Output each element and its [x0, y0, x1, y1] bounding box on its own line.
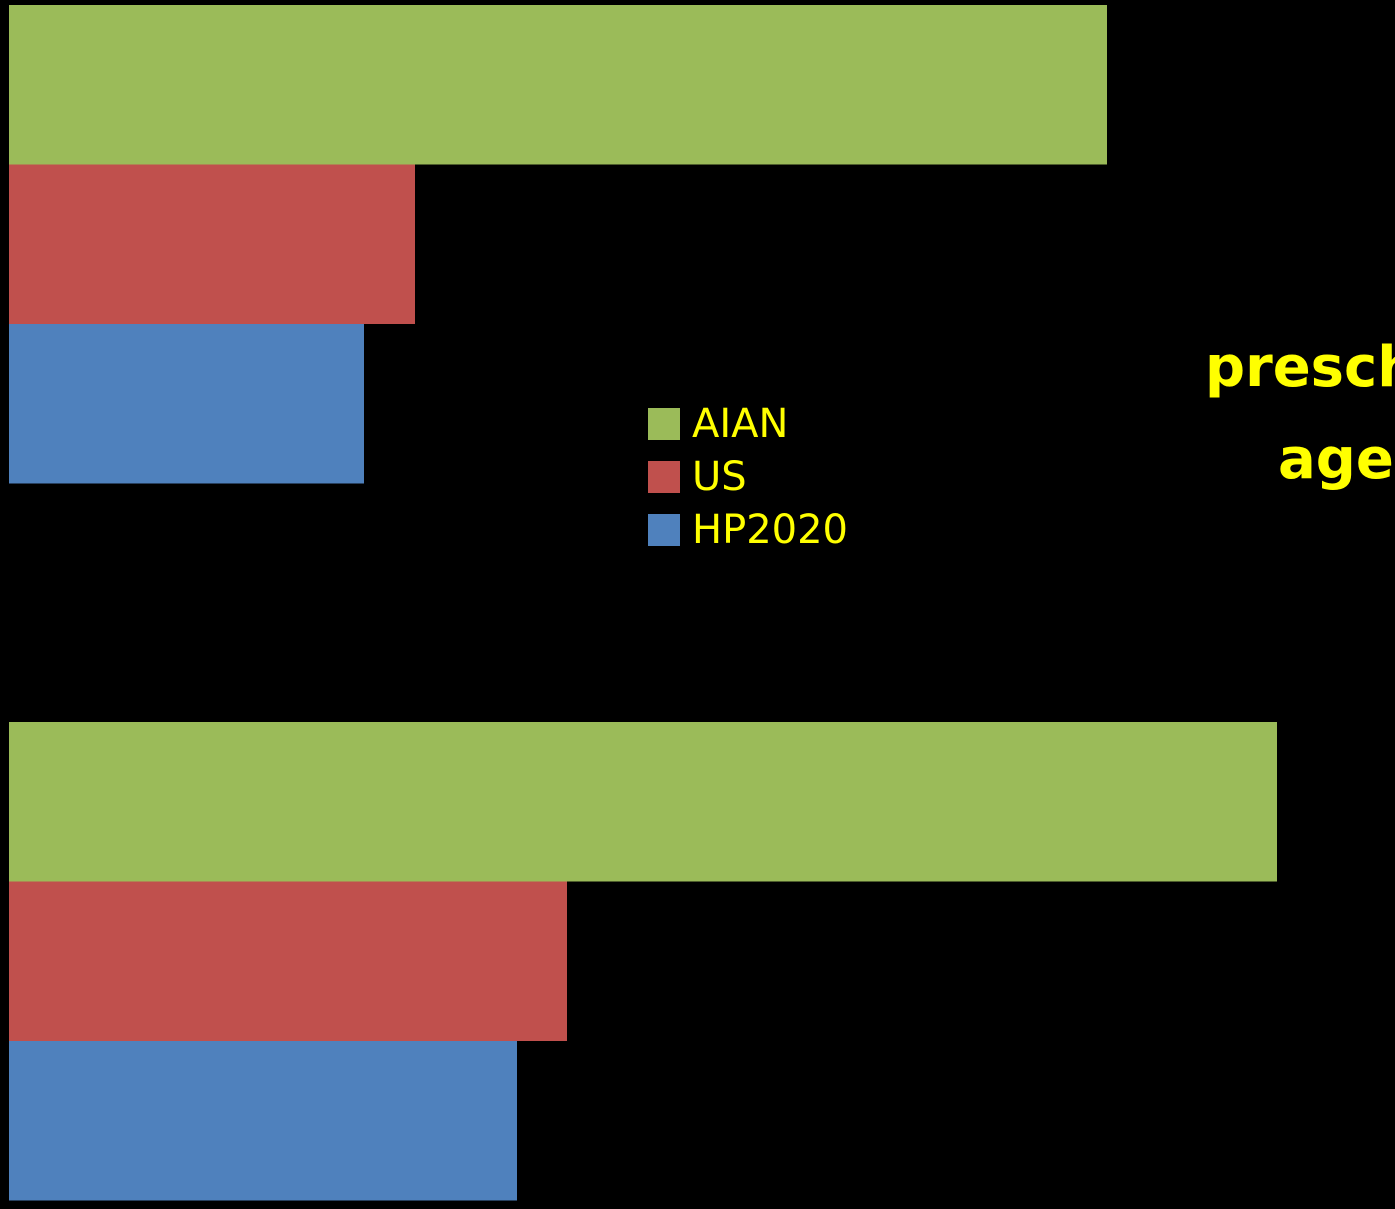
- legend-swatch-us: [648, 461, 680, 493]
- legend-item-aian: AIAN: [648, 398, 848, 450]
- legend-swatch-hp2020: [648, 514, 680, 546]
- bar-us-group-2: [9, 881, 567, 1041]
- legend-label-aian: AIAN: [692, 401, 789, 447]
- bar-us-group-1: [9, 164, 415, 324]
- legend-item-hp2020: HP2020: [648, 504, 848, 556]
- bar-hp2020-group-1: [9, 324, 364, 484]
- bar-aian-group-2: [9, 722, 1277, 882]
- legend: AIAN US HP2020: [648, 398, 848, 557]
- bars-group: [9, 5, 1277, 1201]
- legend-label-hp2020: HP2020: [692, 507, 848, 553]
- side-text-line-1: presch: [1205, 335, 1395, 400]
- side-text-line-2: ages: [1278, 427, 1395, 492]
- bar-aian-group-1: [9, 5, 1107, 165]
- bar-hp2020-group-2: [9, 1041, 517, 1201]
- legend-swatch-aian: [648, 408, 680, 440]
- legend-item-us: US: [648, 451, 848, 503]
- legend-label-us: US: [692, 454, 747, 500]
